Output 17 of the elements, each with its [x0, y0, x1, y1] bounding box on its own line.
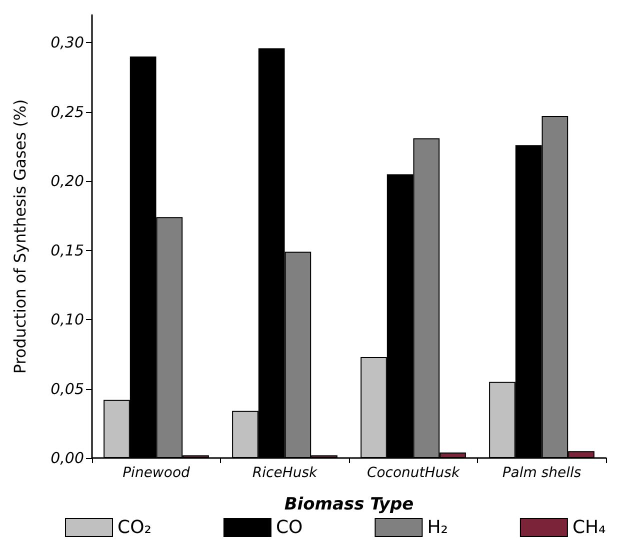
legend-label: H₂: [427, 517, 448, 538]
y-axis-title: Production of Synthesis Gases (%): [10, 99, 30, 374]
y-tick-label: 0,20: [50, 172, 84, 190]
legend-label: CO: [276, 517, 303, 538]
x-tick-label: Palm shells: [502, 465, 582, 481]
legend-label: CH₄: [572, 517, 606, 538]
x-tick-label: Pinewood: [122, 465, 190, 481]
y-tick-label: 0,25: [50, 102, 84, 121]
x-tick-label: RiceHusk: [252, 465, 318, 481]
y-tick-label: 0,30: [50, 34, 84, 52]
y-tick-label: 0,05: [50, 380, 84, 398]
y-tick-label: 0,00: [50, 449, 84, 467]
legend-label: CO₂: [118, 517, 152, 538]
x-tick-label: CoconutHusk: [366, 465, 460, 481]
y-tick-label: 0,10: [50, 310, 84, 329]
y-tick-label: 0,15: [50, 241, 84, 260]
x-axis-title: Biomass Type: [284, 494, 414, 514]
